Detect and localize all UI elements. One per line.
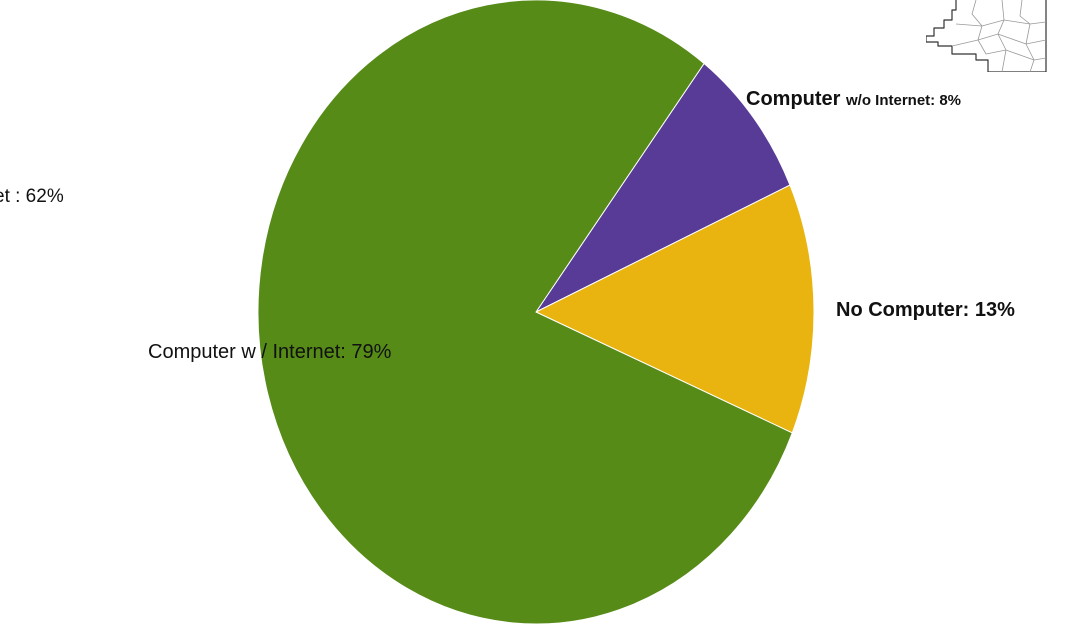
label-computer-without-internet: Computer w/o Internet: 8% (746, 88, 961, 111)
label-computer-without-internet-rest: w/o Internet: 8% (846, 92, 962, 109)
label-computer-with-internet: Computer w / Internet: 79% (148, 341, 392, 363)
pie-slice-no-computer (534, 184, 815, 434)
cutoff-comparison-label: et : 62% (0, 186, 64, 207)
label-no-computer: No Computer: 13% (836, 299, 1015, 321)
pie-slice-computer-w-internet (257, 0, 793, 624)
region-outline-map-icon (926, 0, 1047, 72)
label-computer-without-internet-main: Computer (746, 88, 846, 110)
pie-slice-computer-w-o-internet (534, 62, 791, 314)
